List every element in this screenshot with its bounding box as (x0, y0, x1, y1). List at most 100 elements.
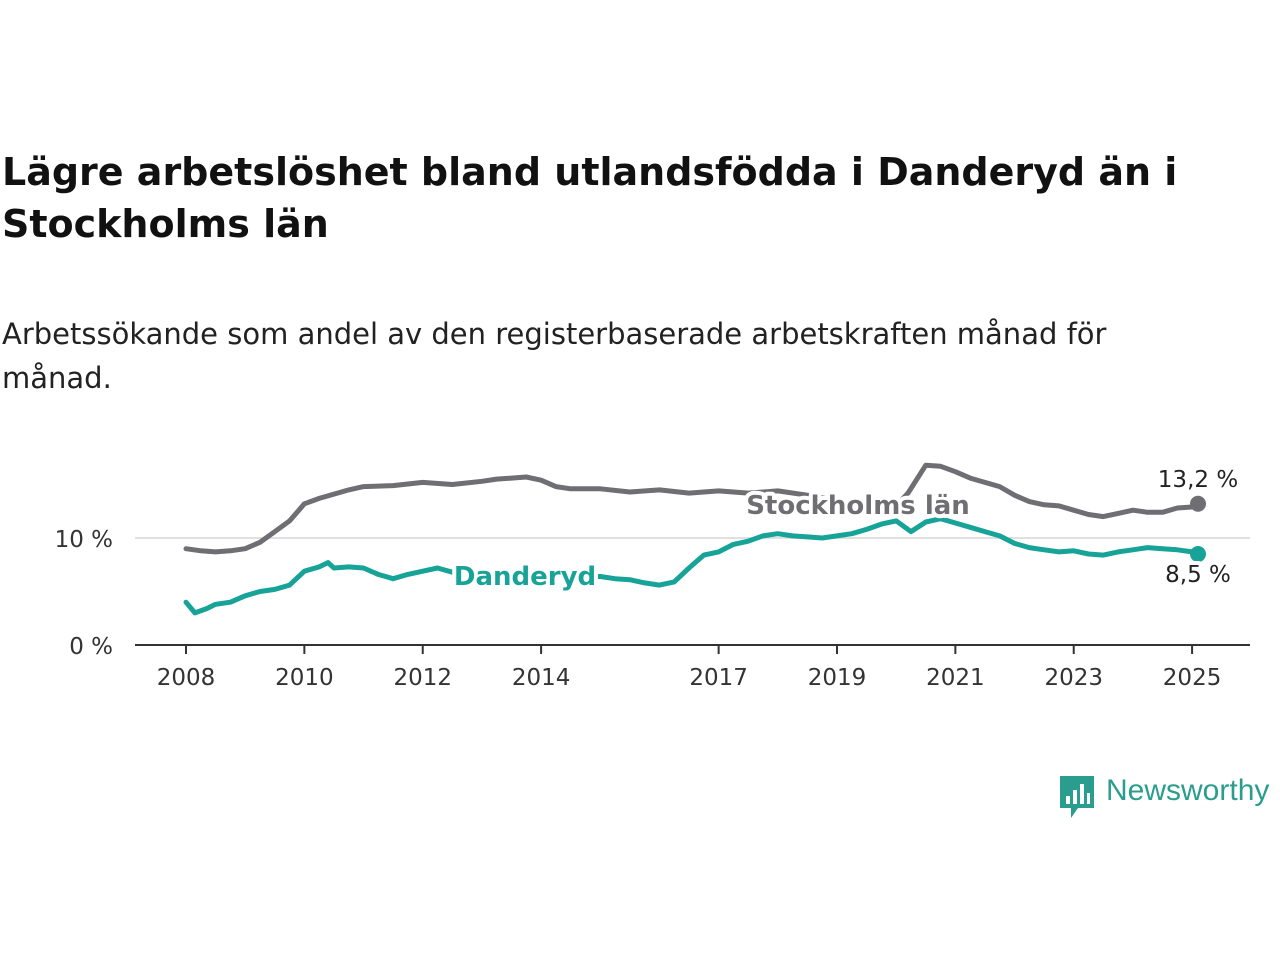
data-point (525, 475, 528, 479)
data-point (806, 494, 809, 497)
data-point (436, 566, 439, 570)
series-label-danderyd: Danderyd (454, 562, 596, 592)
data-point (288, 583, 291, 587)
data-point (924, 464, 927, 467)
data-point (362, 566, 365, 570)
data-point (510, 476, 513, 480)
data-point (480, 571, 484, 574)
data-point (613, 577, 617, 580)
data-point (673, 580, 676, 584)
data-point (421, 570, 424, 573)
data-point (1176, 548, 1179, 551)
x-tick-label: 2021 (926, 665, 985, 691)
data-point (835, 534, 839, 538)
data-point (539, 479, 543, 482)
data-point (421, 481, 424, 484)
data-point (569, 487, 572, 490)
data-point (658, 583, 661, 587)
data-point (806, 535, 809, 539)
data-point (747, 491, 750, 495)
data-point (465, 570, 469, 573)
data-point (569, 575, 572, 578)
data-point (954, 521, 957, 525)
y-tick-label: 10 % (55, 527, 113, 553)
data-point (939, 517, 942, 520)
data-point (776, 532, 779, 535)
data-point (1087, 513, 1090, 516)
data-point (906, 491, 910, 495)
data-point (1042, 548, 1046, 551)
data-point (658, 488, 661, 492)
data-point (909, 530, 913, 533)
data-point (643, 581, 646, 585)
series-layer (183, 462, 1206, 616)
data-point (983, 481, 987, 484)
data-point (1131, 548, 1135, 551)
data-point (687, 491, 691, 495)
data-point (1028, 546, 1031, 549)
series-line-stockholm (183, 462, 1201, 555)
data-point (258, 541, 262, 544)
data-point (288, 519, 291, 523)
x-tick-label: 2023 (1044, 665, 1103, 691)
data-point (318, 565, 321, 569)
data-point (717, 489, 720, 493)
data-point (1087, 552, 1090, 556)
data-point (347, 488, 350, 492)
data-point (554, 485, 558, 488)
data-point (865, 502, 868, 505)
data-point (332, 492, 336, 496)
data-point (599, 487, 602, 490)
data-point (939, 465, 942, 468)
series-label-stockholm: Stockholms län (746, 491, 970, 521)
data-point (732, 543, 735, 546)
data-point (865, 528, 868, 531)
data-point (495, 477, 498, 481)
data-point (1013, 494, 1016, 497)
data-point (406, 573, 410, 576)
end-value-stockholm: 13,2 % (1158, 467, 1238, 493)
data-point (199, 549, 202, 552)
data-point (717, 550, 720, 554)
data-point (1072, 549, 1075, 552)
data-point (998, 534, 1001, 538)
data-point (480, 480, 484, 483)
data-point (983, 530, 987, 533)
data-point (880, 522, 883, 526)
data-point (1072, 509, 1075, 512)
data-point (1146, 546, 1149, 549)
brand-name: Newsworthy (1106, 774, 1270, 807)
data-point (326, 561, 330, 564)
chart-subtitle: Arbetssökande som andel av den registerb… (2, 317, 1107, 395)
data-point (1042, 503, 1046, 506)
data-point (998, 485, 1001, 488)
newsworthy-logo-icon (1060, 776, 1094, 818)
data-point (776, 489, 779, 493)
data-point (258, 590, 262, 593)
axis-layer: 0 % 10 % 2008 2010 2012 2014 2017 2019 2021 2023 2… (55, 527, 1250, 691)
data-point (895, 504, 898, 508)
data-point (229, 601, 232, 604)
data-point (1116, 512, 1120, 515)
data-point (1102, 553, 1105, 557)
data-point (391, 484, 395, 487)
x-tick-label: 2008 (157, 665, 216, 691)
newsworthy-brand[interactable]: Newsworthy (1058, 770, 1278, 820)
x-tick-label: 2010 (275, 665, 334, 691)
data-point (273, 530, 276, 533)
data-point (1102, 515, 1105, 518)
data-point (184, 601, 188, 604)
x-tick-label: 2017 (689, 665, 748, 691)
series-end-marker (1190, 495, 1206, 512)
data-point (687, 566, 691, 570)
data-point (969, 476, 972, 480)
data-point (184, 547, 188, 550)
data-point (835, 499, 839, 502)
data-point (347, 565, 350, 569)
data-point (510, 572, 513, 575)
data-point (1057, 550, 1061, 554)
data-point (747, 540, 750, 543)
x-tick-label: 2014 (512, 665, 571, 691)
label-layer: Stockholms län Danderyd 13,2 % 8,5 % (450, 463, 1242, 596)
data-point (895, 519, 898, 523)
